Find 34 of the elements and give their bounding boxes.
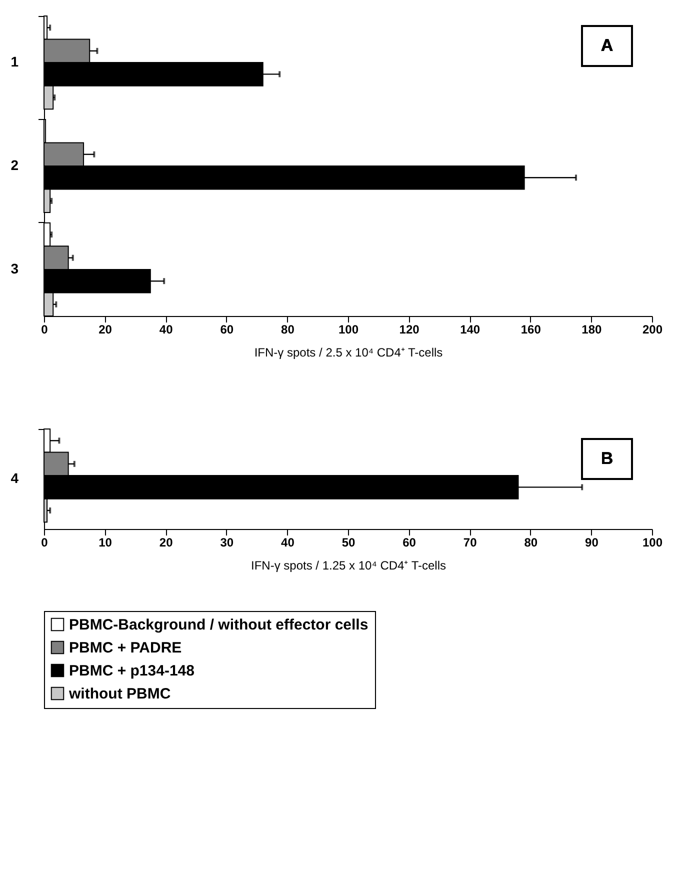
y-tick-label: 2 [10,157,19,173]
x-tick-label: 40 [281,536,295,550]
x-tick-label: 200 [642,322,663,336]
x-tick-label: 20 [98,322,112,336]
annotation: A [600,36,614,55]
x-tick-label: 100 [338,322,359,336]
x-tick-label: 80 [281,322,295,336]
legend-label: without PBMC [68,686,171,702]
x-tick-label: 180 [582,322,602,336]
legend-label: PBMC + PADRE [69,640,182,656]
x-tick-label: 0 [41,536,48,550]
legend-label: PBMC-Background / without effector cells [69,616,368,634]
x-axis-title: IFN-γ spots / 1.25 x 10⁴ CD4⁺ T-cells [251,558,446,572]
x-tick-label: 60 [220,322,234,336]
x-axis-title: IFN-γ spots / 2.5 x 10⁴ CD4⁺ T-cells [254,346,443,360]
y-tick-label: 4 [10,470,19,486]
legend-label: PBMC + p134-148 [69,662,194,680]
x-tick-label: 70 [463,536,478,550]
y-tick-label: 1 [10,54,19,70]
x-tick-label: 20 [159,536,174,550]
x-tick-label: 160 [520,322,542,336]
x-tick-label: 30 [220,536,234,550]
x-tick-label: 120 [399,322,420,336]
x-tick-label: 80 [524,536,538,550]
y-tick-label: 3 [10,260,19,276]
x-tick-label: 140 [460,322,480,336]
x-tick-label: 90 [585,536,599,550]
x-tick-label: 60 [402,536,416,550]
x-tick-label: 40 [159,322,174,336]
x-tick-label: 50 [342,536,356,550]
x-tick-label: 100 [642,536,663,550]
x-tick-label: 10 [98,536,112,550]
x-tick-label: 0 [41,322,48,336]
annotation: B [600,449,614,468]
